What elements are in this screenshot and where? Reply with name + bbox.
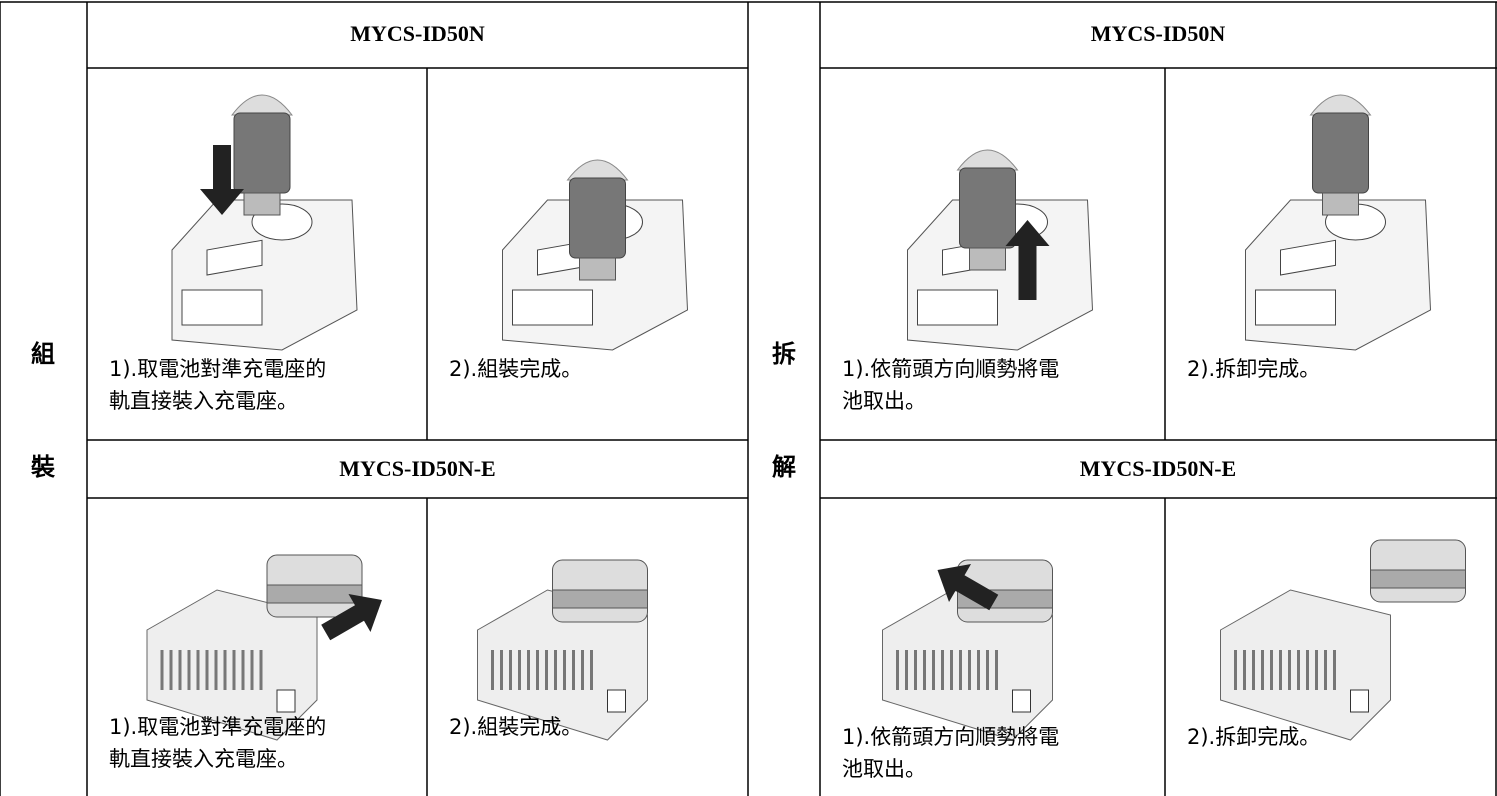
- battery-grip: [969, 247, 1006, 271]
- battery-cap: [566, 159, 629, 181]
- step-text: 1).依箭頭方向順勢將電: [842, 357, 1059, 381]
- charger: [171, 199, 358, 351]
- battery-grip: [579, 257, 616, 281]
- charger-window: [181, 289, 263, 326]
- charger-body: [146, 589, 318, 741]
- charger-window: [917, 289, 998, 326]
- step-text: 1).取電池對準充電座的: [109, 357, 326, 381]
- battery-cap: [230, 94, 294, 116]
- charger-body: [477, 589, 648, 741]
- arrow: [321, 593, 382, 641]
- charger-switch: [1012, 689, 1031, 713]
- charger: [1220, 589, 1391, 741]
- charger-window: [512, 289, 593, 326]
- model-header: MYCS-ID50N-E: [1080, 456, 1236, 481]
- section-label: 裝: [30, 453, 56, 481]
- step-text: 2).拆卸完成。: [1187, 357, 1320, 381]
- battery-grip: [1322, 192, 1359, 216]
- model-header: MYCS-ID50N: [1091, 21, 1226, 46]
- step-text: 2).拆卸完成。: [1187, 725, 1320, 749]
- step-text: 軌直接裝入充電座。: [109, 747, 298, 771]
- step-text: 2).組裝完成。: [449, 357, 582, 381]
- battery: [1370, 539, 1466, 603]
- step-text: 2).組裝完成。: [449, 715, 582, 739]
- arrow: [1005, 220, 1050, 300]
- step-text: 1).取電池對準充電座的: [109, 715, 326, 739]
- section-label: 解: [772, 453, 796, 481]
- charger-window: [1255, 289, 1336, 326]
- step-text: 1).依箭頭方向順勢將電: [842, 725, 1059, 749]
- charger-switch: [276, 689, 296, 713]
- battery-cap: [1309, 94, 1372, 116]
- section-label: 拆: [772, 340, 796, 368]
- arrow-shape: [321, 593, 382, 641]
- arrow: [200, 145, 244, 215]
- battery: [1309, 94, 1372, 216]
- arrow-shape: [1005, 220, 1050, 300]
- arrow: [937, 563, 999, 611]
- battery-cap: [956, 149, 1019, 171]
- charger-body: [1220, 589, 1391, 741]
- charger-switch: [607, 689, 626, 713]
- arrow-shape: [937, 563, 999, 611]
- charger-panel: [206, 239, 263, 276]
- battery-band: [552, 589, 648, 609]
- charger: [477, 589, 648, 741]
- battery-band: [1370, 569, 1466, 589]
- charger: [882, 589, 1053, 741]
- arrow-shape: [200, 145, 244, 215]
- battery-band: [266, 584, 363, 604]
- battery-body: [959, 167, 1016, 249]
- battery-body: [569, 177, 626, 259]
- battery: [956, 149, 1019, 271]
- step-text: 池取出。: [842, 757, 926, 781]
- model-header: MYCS-ID50N: [350, 21, 485, 46]
- step-text: 軌直接裝入充電座。: [109, 389, 298, 413]
- step-text: 池取出。: [842, 389, 926, 413]
- model-header: MYCS-ID50N-E: [339, 456, 495, 481]
- section-label: 組: [31, 340, 55, 368]
- battery-body: [233, 112, 291, 194]
- battery-body: [1312, 112, 1369, 194]
- battery: [566, 159, 629, 281]
- battery-grip: [243, 192, 281, 216]
- charger: [146, 589, 318, 741]
- charger-panel: [1280, 239, 1336, 276]
- battery: [552, 559, 648, 623]
- charger-switch: [1350, 689, 1369, 713]
- charger: [1245, 199, 1432, 351]
- battery: [230, 94, 294, 216]
- battery: [266, 554, 363, 618]
